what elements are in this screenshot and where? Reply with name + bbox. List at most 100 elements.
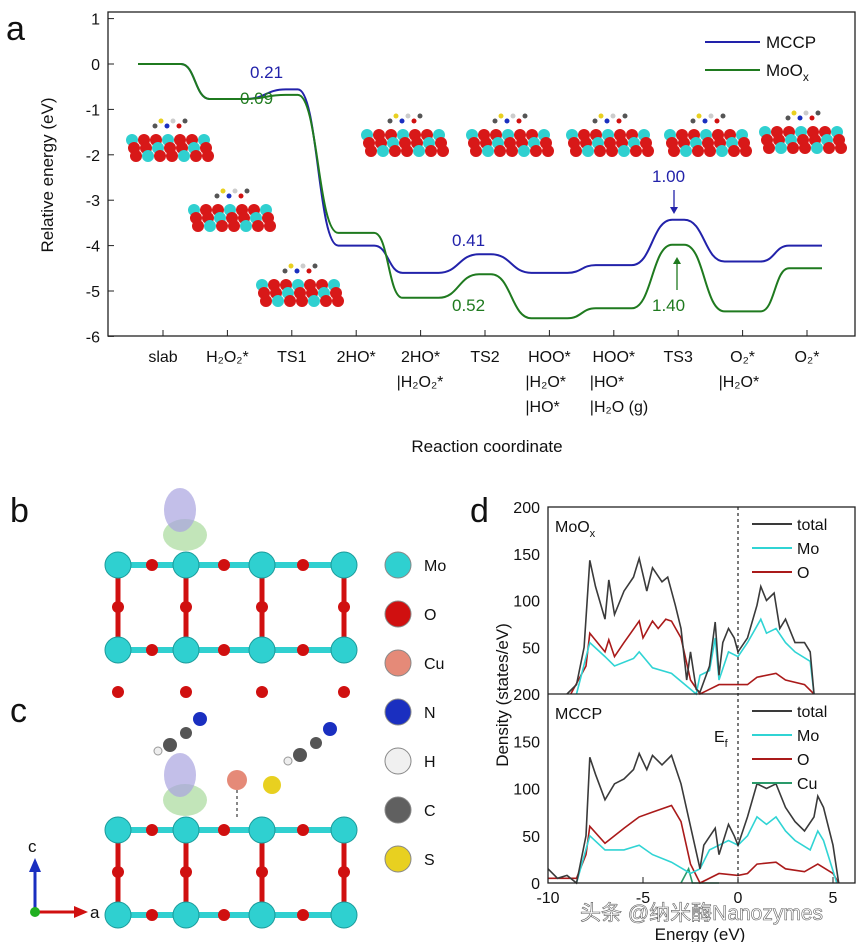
molecule-atom	[498, 113, 504, 119]
molecule-atom	[170, 118, 176, 124]
structure-thumbnail	[566, 113, 654, 157]
molecule-atom	[604, 118, 610, 124]
mo-atom	[172, 816, 200, 844]
c-atom	[293, 748, 307, 762]
subplot-title-moox: MoOx	[555, 519, 596, 540]
y-tick-label: 150	[513, 547, 540, 564]
molecule-atom	[300, 263, 306, 269]
atom	[494, 145, 506, 157]
molecule-atom	[696, 113, 702, 119]
structure-thumbnail	[256, 263, 344, 307]
atom-legend: Mo O Cu N H C S	[384, 551, 446, 873]
x-tick-label: 5	[829, 890, 838, 907]
y-tick-label: -3	[86, 193, 100, 210]
y-tick-label: -6	[86, 329, 100, 346]
atom	[740, 145, 752, 157]
mo-atom	[330, 816, 358, 844]
structure-thumbnail	[759, 110, 847, 154]
mo-atom	[248, 551, 276, 579]
watermark: 头条 @纳米酶Nanozymes	[580, 902, 823, 925]
n-atom	[193, 712, 207, 726]
atom-label-o: O	[424, 607, 436, 624]
plot-frame	[107, 11, 856, 337]
dos-line-moox-total	[566, 555, 815, 695]
atom	[308, 295, 320, 307]
y-tick-label: -1	[86, 102, 100, 119]
mo-atom	[104, 551, 132, 579]
atom-swatch-s	[384, 845, 412, 873]
molecule-atom	[226, 193, 232, 199]
atom	[284, 295, 296, 307]
axes-indicator: c a	[28, 837, 100, 922]
atom	[716, 145, 728, 157]
molecule-atom	[399, 118, 405, 124]
structure-thumbnail	[126, 118, 214, 162]
legend-label-mo: Mo	[797, 728, 819, 745]
o-atom	[112, 601, 124, 613]
atom	[216, 220, 228, 232]
o-atom	[297, 559, 309, 571]
molecule-atom	[411, 118, 417, 124]
y-tick-label: 0	[91, 57, 100, 74]
x-tick-label: 2HO*	[401, 349, 440, 366]
annotation-ts2-mccp: 0.41	[452, 231, 485, 250]
atom	[482, 145, 494, 157]
structure-thumbnail	[664, 113, 752, 157]
dos-chart: -10 -5 0 5 200 150 100 50 200 150 100 50 0 Density (…	[493, 500, 856, 942]
atom	[799, 142, 811, 154]
atom	[618, 145, 630, 157]
molecule-atom	[592, 118, 598, 124]
energy-line-moox	[138, 63, 822, 320]
molecule-atom	[791, 110, 797, 116]
o-atom	[180, 866, 192, 878]
atom-label-h: H	[424, 754, 436, 771]
mo-atom	[104, 901, 132, 929]
molecule-atom	[720, 113, 726, 119]
x-tick-label: O₂*	[795, 349, 820, 366]
molecule-atom	[714, 118, 720, 124]
molecule-atom	[288, 263, 294, 269]
annotation-ts3-mccp: 1.00	[652, 167, 685, 186]
atom	[332, 295, 344, 307]
molecule-atom	[387, 118, 393, 124]
x-tick-label: -10	[536, 890, 559, 907]
dos-line-mccp-total	[547, 751, 840, 885]
o-atom	[256, 601, 268, 613]
atom	[437, 145, 449, 157]
x-tick-label: |H₂O*	[525, 374, 566, 391]
b-axis-dot	[30, 907, 40, 917]
x-tick-label: HOO*	[528, 349, 571, 366]
legend-label-mo: Mo	[797, 541, 819, 558]
fermi-label: Ef	[714, 729, 729, 750]
structure-thumbnail	[466, 113, 554, 157]
o-atom	[180, 601, 192, 613]
atom-swatch-c	[384, 796, 412, 824]
atom	[389, 145, 401, 157]
molecule-atom	[690, 118, 696, 124]
atom	[570, 145, 582, 157]
x-tick-label: TS3	[664, 349, 693, 366]
atom	[264, 220, 276, 232]
molecule-atom	[610, 113, 616, 119]
atom	[425, 145, 437, 157]
molecule-atom	[238, 193, 244, 199]
y-tick-label: 100	[513, 782, 540, 799]
o-atom	[338, 686, 350, 698]
subplot-title-mccp: MCCP	[555, 706, 602, 723]
dos-line-moox-mo	[575, 617, 815, 696]
o-atom	[180, 686, 192, 698]
molecule-atom	[405, 113, 411, 119]
structure-thumbnail	[188, 188, 276, 232]
mo-atom	[104, 816, 132, 844]
atom	[228, 220, 240, 232]
mo-atom	[330, 636, 358, 664]
structure-mccp	[104, 712, 358, 929]
x-tick-label: |HO*	[590, 374, 624, 391]
h-atom	[283, 756, 293, 766]
s-atom	[263, 776, 281, 794]
atom	[320, 295, 332, 307]
o-atom	[146, 824, 158, 836]
atom	[704, 145, 716, 157]
c-atom	[180, 727, 192, 739]
annotation-ts1-moox: 0.09	[240, 89, 273, 108]
